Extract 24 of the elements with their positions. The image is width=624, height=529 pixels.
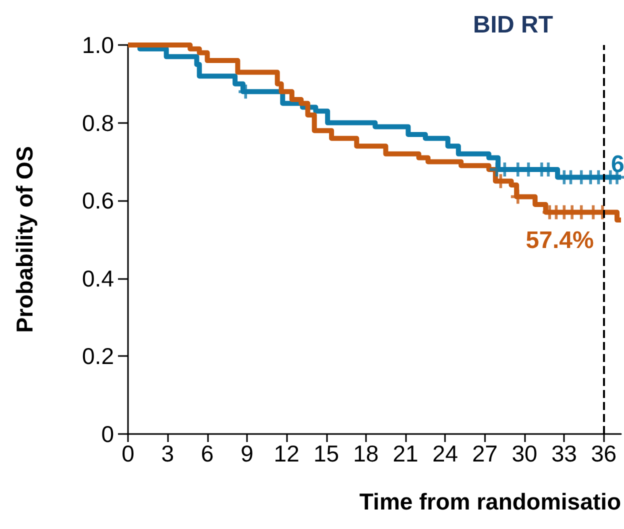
x-tick-label: 12: [274, 440, 300, 466]
x-tick-label: 0: [122, 440, 134, 466]
annotation: 57.4%: [526, 227, 594, 254]
x-tick-label: 3: [161, 440, 174, 466]
x-tick-label: 36: [591, 440, 617, 466]
x-tick-label: 27: [472, 440, 498, 466]
x-axis-title: Time from randomisatio: [359, 488, 621, 514]
annotation: 6: [611, 150, 624, 178]
x-tick-label: 9: [240, 440, 254, 466]
y-tick-label: 0.4: [82, 265, 114, 292]
chart-title: BID RT: [473, 12, 554, 38]
x-tick-label: 24: [432, 440, 458, 466]
x-tick-label: 33: [551, 440, 577, 466]
y-axis-title: Probability of OS: [12, 146, 38, 333]
x-tick-label: 21: [392, 440, 418, 466]
x-tick-label: 15: [313, 440, 340, 466]
x-tick-label: 30: [512, 440, 538, 466]
y-tick-label: 0.2: [82, 343, 114, 370]
y-tick-label: 0.8: [82, 110, 114, 136]
y-tick-label: 0.6: [82, 188, 114, 214]
y-tick-label: 1.0: [82, 32, 114, 58]
x-tick-label: 18: [353, 440, 379, 466]
x-tick-label: 6: [200, 440, 214, 466]
y-tick-label: 0: [101, 421, 114, 447]
